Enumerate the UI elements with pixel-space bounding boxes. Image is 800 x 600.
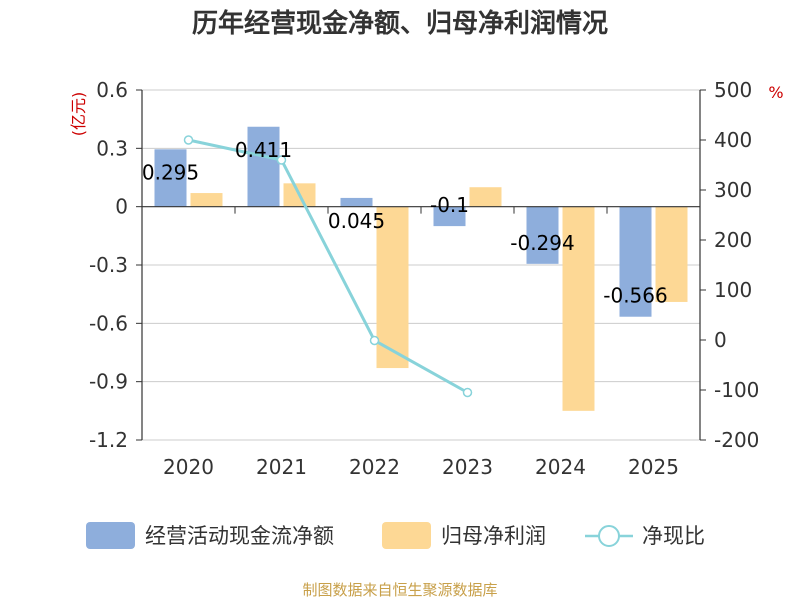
left-tick-label: 0.6 <box>96 78 128 102</box>
net-profit-bar <box>469 187 502 207</box>
legend-label-net-profit: 归母净利润 <box>441 524 546 548</box>
ratio-point <box>369 335 380 346</box>
net-profit-bar <box>376 206 409 369</box>
right-tick-label: 200 <box>714 228 752 252</box>
bars <box>154 126 688 411</box>
right-tick-label: -200 <box>714 428 759 452</box>
left-tick-label: 0 <box>115 195 128 219</box>
legend-swatch-net-profit <box>382 522 431 549</box>
cash-flow-data-label: 0.295 <box>142 160 199 184</box>
left-axis-ticks: 0.6 0.3 0 -0.3 -0.6 -0.9 -1.2 <box>89 78 142 452</box>
x-tick-label: 2023 <box>442 455 493 479</box>
x-tick-label: 2021 <box>256 455 307 479</box>
x-tick-label: 2020 <box>163 455 214 479</box>
x-tick-label: 2022 <box>349 455 400 479</box>
chart-title: 历年经营现金净额、归母净利润情况 <box>192 8 608 39</box>
cash-flow-bar <box>154 149 187 207</box>
net-profit-bar <box>655 206 688 302</box>
net-profit-bar <box>190 193 223 207</box>
right-tick-label: 500 <box>714 78 752 102</box>
cash-flow-bar <box>619 206 652 317</box>
cash-flow-data-label: -0.566 <box>603 284 667 308</box>
right-tick-label: -100 <box>714 378 759 402</box>
right-tick-label: 300 <box>714 178 752 202</box>
right-axis-ticks: 500 400 300 200 100 0 -100 -200 <box>700 78 759 452</box>
ratio-line-path <box>188 138 469 394</box>
cash-flow-data-label: 0.045 <box>328 209 385 233</box>
left-tick-label: 0.3 <box>96 136 128 160</box>
cash-flow-bar <box>526 206 559 264</box>
gridlines <box>142 89 700 441</box>
axes <box>141 90 701 440</box>
cash-flow-data-label: -0.294 <box>510 231 574 255</box>
data-labels: 0.295 0.411 0.045 -0.1 -0.294 -0.566 <box>142 138 668 308</box>
ratio-point <box>276 155 287 165</box>
cash-flow-data-label: -0.1 <box>430 193 469 217</box>
cash-flow-bar <box>247 126 280 207</box>
source-note: 制图数据来自恒生聚源数据库 <box>302 581 497 599</box>
legend: 经营活动现金流净额 归母净利润 净现比 <box>86 522 705 549</box>
x-tick-label: 2024 <box>535 455 586 479</box>
x-tick-label: 2025 <box>628 455 679 479</box>
cash-flow-data-label: 0.411 <box>235 138 292 162</box>
cash-flow-bar <box>433 206 466 227</box>
right-tick-label: 400 <box>714 128 752 152</box>
left-tick-label: -0.3 <box>89 253 128 277</box>
left-tick-label: -0.6 <box>89 311 128 335</box>
legend-swatch-ratio-marker <box>598 525 620 547</box>
x-axis-ticks: 2020 2021 2022 2023 2024 2025 <box>163 206 679 479</box>
cash-flow-bar <box>340 197 373 207</box>
legend-swatch-cash-flow <box>86 522 135 549</box>
right-axis-unit: % <box>768 83 783 102</box>
ratio-point <box>462 387 473 398</box>
left-axis-unit: (亿元) <box>69 92 88 137</box>
right-tick-label: 0 <box>714 328 727 352</box>
ratio-line <box>183 135 473 398</box>
legend-label-cash-flow: 经营活动现金流净额 <box>145 524 334 548</box>
left-tick-label: -1.2 <box>89 428 128 452</box>
net-profit-bar <box>562 206 595 411</box>
legend-label-ratio: 净现比 <box>642 524 705 548</box>
left-tick-label: -0.9 <box>89 370 128 394</box>
right-tick-label: 100 <box>714 278 752 302</box>
ratio-point <box>183 135 194 145</box>
